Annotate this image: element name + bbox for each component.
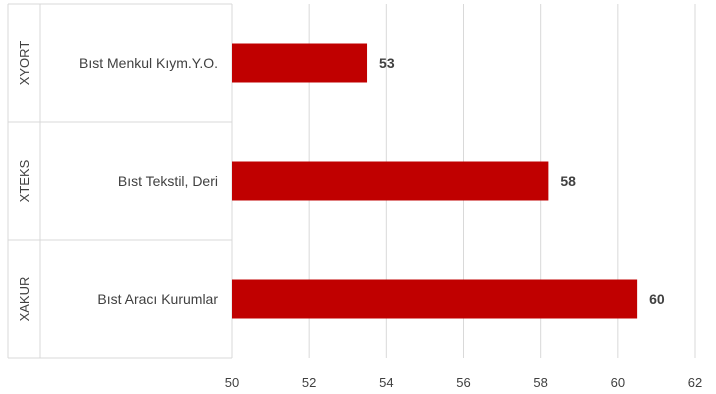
- bar: [232, 279, 638, 319]
- labels: 50 52 54 56 58 60 62 53 Bıst Menkul Kıym.Y.O. XYO…: [17, 41, 702, 390]
- data-label: 58: [560, 173, 576, 189]
- data-label: 53: [379, 55, 395, 71]
- data-label: 60: [649, 291, 665, 307]
- group-label: XYORT: [17, 41, 32, 86]
- x-tick-label: 62: [688, 375, 702, 390]
- x-tick-label: 54: [379, 375, 393, 390]
- x-tick-label: 50: [225, 375, 239, 390]
- bar: [232, 43, 368, 83]
- bars: [232, 43, 638, 319]
- category-label: Bıst Tekstil, Deri: [118, 173, 218, 189]
- bar: [232, 161, 549, 201]
- category-label: Bıst Aracı Kurumlar: [97, 291, 218, 307]
- x-tick-label: 56: [456, 375, 470, 390]
- group-label: XAKUR: [17, 277, 32, 322]
- x-tick-label: 60: [611, 375, 625, 390]
- x-tick-label: 58: [533, 375, 547, 390]
- x-tick-label: 52: [302, 375, 316, 390]
- category-label: Bıst Menkul Kıym.Y.O.: [79, 55, 218, 71]
- group-label: XTEKS: [17, 159, 32, 202]
